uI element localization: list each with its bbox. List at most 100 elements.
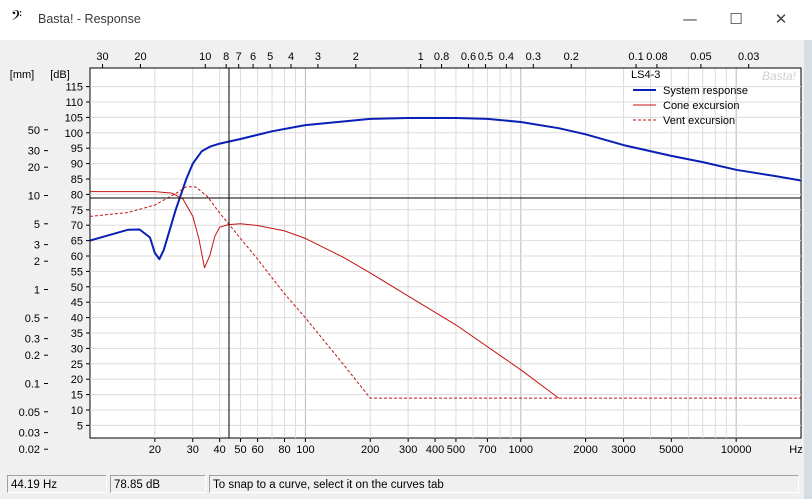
mm-tick-label: 0.03 (19, 428, 40, 440)
db-tick-label: 50 (71, 282, 83, 294)
close-icon: ✕ (774, 10, 788, 28)
top-tick-label: 6 (250, 51, 256, 63)
background-app-edge (804, 40, 812, 499)
db-tick-label: 80 (71, 189, 83, 201)
top-tick-label: 0.8 (434, 51, 449, 63)
db-tick-label: 115 (65, 82, 83, 94)
mm-tick-label: 0.05 (19, 407, 40, 419)
db-axis-label: [dB] (50, 69, 70, 81)
top-tick-label: 0.03 (738, 51, 759, 63)
minimize-button[interactable]: — (667, 6, 713, 32)
db-tick-label: 85 (71, 174, 83, 186)
response-plot-area[interactable]: 20 30 40 50 60 80 100 200 300 400 500 700 1000 2000 30… (0, 40, 804, 472)
mm-tick-label: 2 (34, 256, 40, 268)
top-tick-label: 2 (353, 51, 359, 63)
x-tick-label: 50 (234, 444, 246, 456)
close-button[interactable]: ✕ (758, 6, 804, 32)
x-axis-unit-label: Hz (789, 444, 802, 456)
db-tick-label: 40 (71, 313, 83, 325)
mm-tick-label: 10 (28, 191, 40, 203)
x-tick-label: 80 (278, 444, 290, 456)
top-tick-label: 30 (96, 51, 108, 63)
mm-tick-label: 20 (28, 162, 40, 174)
x-tick-label: 2000 (573, 444, 597, 456)
legend-label: Vent excursion (663, 115, 735, 127)
db-tick-label: 75 (71, 205, 83, 217)
x-tick-label: 400 (426, 444, 444, 456)
vent-excursion-curve (90, 186, 801, 399)
top-tick-label: 0.2 (564, 51, 579, 63)
mm-tick-label: 5 (34, 219, 40, 231)
window-title: Basta! - Response (38, 12, 141, 26)
mm-tick-label: 1 (34, 285, 40, 297)
x-tick-label: 100 (296, 444, 314, 456)
db-tick-label: 60 (71, 251, 83, 263)
top-tick-label: 7 (236, 51, 242, 63)
db-tick-label: 70 (71, 220, 83, 232)
db-tick-label: 45 (71, 297, 83, 309)
db-tick-label: 95 (71, 143, 83, 155)
top-tick-label: 0.05 (690, 51, 711, 63)
top-tick-label: 0.3 (526, 51, 541, 63)
legend-title: LS4-3 (631, 69, 660, 81)
mm-tick-label: 0.02 (19, 444, 40, 456)
x-tick-label: 60 (251, 444, 263, 456)
db-tick-label: 90 (71, 159, 83, 171)
minimize-icon: — (682, 10, 698, 28)
top-tick-label: 0.6 (461, 51, 476, 63)
db-tick-label: 100 (65, 128, 83, 140)
maximize-icon: ☐ (729, 10, 743, 28)
mm-tick-label: 0.5 (25, 313, 40, 325)
top-tick-label: 0.08 (646, 51, 667, 63)
mm-tick-label: 0.3 (25, 334, 40, 346)
db-tick-label: 25 (71, 359, 83, 371)
title-bar[interactable]: 𝄢 Basta! - Response — ☐ ✕ (0, 0, 804, 38)
status-bar: 44.19 Hz 78.85 dB To snap to a curve, se… (0, 472, 804, 499)
db-tick-label: 5 (77, 420, 83, 432)
maximize-button[interactable]: ☐ (713, 6, 759, 32)
top-tick-label: 5 (267, 51, 273, 63)
legend-label: System response (663, 85, 748, 97)
top-tick-label: 10 (199, 51, 211, 63)
mm-tick-label: 0.1 (25, 379, 40, 391)
db-tick-label: 15 (71, 390, 83, 402)
x-tick-label: 500 (447, 444, 465, 456)
curves-group (90, 117, 801, 399)
bass-clef-icon: 𝄢 (11, 8, 22, 28)
mm-tick-label: 0.2 (25, 350, 40, 362)
x-tick-label: 300 (399, 444, 417, 456)
cone-excursion-curve (90, 191, 559, 399)
plot-frame (89, 67, 802, 439)
db-tick-label: 65 (71, 236, 83, 248)
db-tick-label: 10 (71, 405, 83, 417)
legend-label: Cone excursion (663, 100, 739, 112)
status-hint: To snap to a curve, select it on the cur… (209, 475, 799, 493)
db-tick-label: 105 (65, 112, 83, 124)
system-response-curve (90, 117, 801, 261)
x-tick-label: 40 (214, 444, 226, 456)
top-tick-label: 20 (134, 51, 146, 63)
x-tick-label: 10000 (721, 444, 752, 456)
db-tick-label: 20 (71, 374, 83, 386)
mm-tick-label: 3 (34, 240, 40, 252)
top-tick-label: 0.5 (478, 51, 493, 63)
mm-axis-label: [mm] (10, 69, 34, 81)
db-tick-label: 30 (71, 343, 83, 355)
x-tick-label: 3000 (611, 444, 635, 456)
top-tick-label: 3 (315, 51, 321, 63)
watermark-logo: Basta! (762, 69, 797, 83)
x-tick-label: 1000 (509, 444, 533, 456)
status-level: 78.85 dB (110, 475, 206, 493)
x-tick-label: 700 (478, 444, 496, 456)
top-tick-label: 0.4 (499, 51, 514, 63)
response-chart[interactable]: 20 30 40 50 60 80 100 200 300 400 500 700 1000 2000 30… (0, 40, 804, 472)
legend: LS4-3 Basta! System response Cone excursion… (631, 69, 797, 127)
x-tick-label: 30 (187, 444, 199, 456)
x-tick-label: 20 (149, 444, 161, 456)
status-frequency: 44.19 Hz (7, 475, 107, 493)
top-tick-label: 0.1 (628, 51, 643, 63)
db-tick-label: 55 (71, 266, 83, 278)
top-tick-label: 4 (288, 51, 294, 63)
mm-tick-label: 50 (28, 125, 40, 137)
x-tick-label: 5000 (659, 444, 683, 456)
